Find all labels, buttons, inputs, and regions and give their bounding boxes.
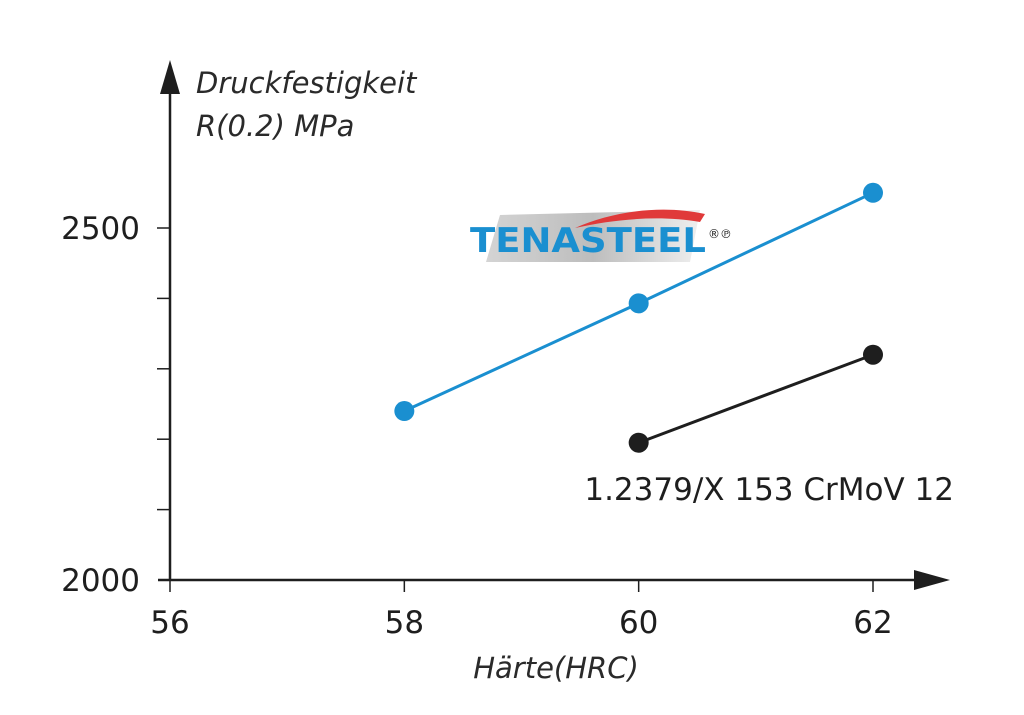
logo-text: TENASTEEL <box>470 221 706 261</box>
series-label-reference-steel: 1.2379/X 153 CrMoV 12 <box>584 472 954 508</box>
logo-registered-mark: ®℗ <box>708 227 732 241</box>
series-0-point-1 <box>628 293 649 314</box>
x-tick-label-56: 56 <box>150 605 189 641</box>
x-tick-label-60: 60 <box>619 605 658 641</box>
logo-red-swoosh <box>575 209 705 228</box>
series-0-point-2 <box>863 182 883 203</box>
x-axis-title: Härte(HRC) <box>473 651 639 685</box>
x-tick-label-58: 58 <box>385 605 424 641</box>
y-axis-title-line1: Druckfestigkeit <box>196 66 418 100</box>
axes <box>158 60 950 590</box>
y-axis-arrow <box>160 60 180 94</box>
y-ticks: 2000 2500 <box>61 211 170 599</box>
tenasteel-logo: TENASTEEL ®℗ <box>470 209 732 262</box>
series-1-point-1 <box>863 344 883 365</box>
logo-grey-shape <box>486 210 700 262</box>
x-ticks: 56 58 60 62 <box>150 580 893 641</box>
y-tick-label-2500: 2500 <box>61 211 140 247</box>
series-1-point-0 <box>628 432 649 453</box>
x-axis-arrow <box>914 570 950 590</box>
series-0-point-0 <box>394 401 415 422</box>
y-axis-title-line2: R(0.2) MPa <box>196 109 354 143</box>
series-layer <box>394 182 883 453</box>
x-tick-label-62: 62 <box>853 605 892 641</box>
y-tick-label-2000: 2000 <box>61 563 140 599</box>
series-line-1 <box>638 353 874 445</box>
